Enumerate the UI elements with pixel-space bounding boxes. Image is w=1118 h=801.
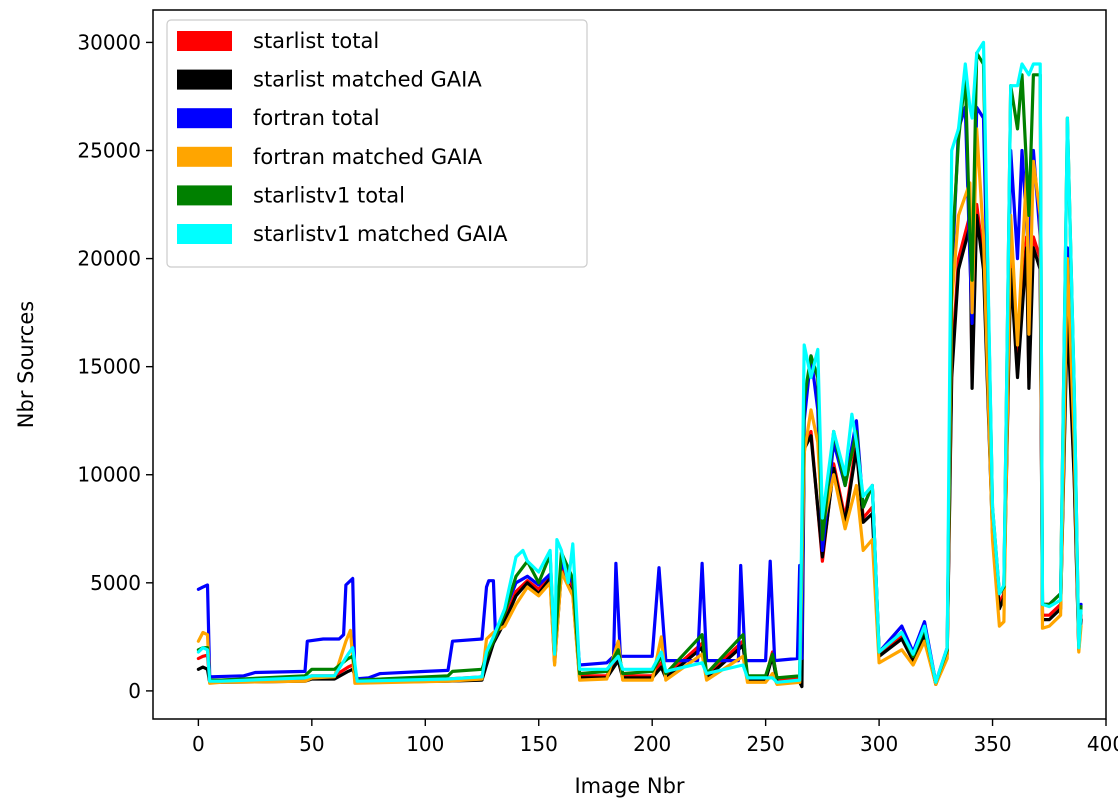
legend-swatch <box>177 224 232 244</box>
y-tick-label: 5000 <box>90 571 141 595</box>
x-tick-label: 400 <box>1087 732 1118 756</box>
y-tick-label: 10000 <box>77 463 141 487</box>
legend-swatch <box>177 108 232 129</box>
legend-swatch <box>177 146 232 167</box>
x-axis: 0 50 100 150 200 250 300 350 400 <box>192 719 1118 756</box>
legend-label: fortran matched GAIA <box>253 145 483 169</box>
legend-swatch <box>177 69 232 90</box>
y-tick-label: 20000 <box>77 247 141 271</box>
x-tick-label: 100 <box>406 732 444 756</box>
series-layer <box>196 40 1083 689</box>
x-tick-label: 250 <box>747 732 785 756</box>
legend-label: fortran total <box>253 106 380 130</box>
y-axis-label: Nbr Sources <box>14 301 38 428</box>
legend-label: starlist matched GAIA <box>253 68 482 92</box>
x-tick-label: 0 <box>192 732 205 756</box>
x-tick-label: 150 <box>520 732 558 756</box>
legend-box <box>166 19 588 268</box>
x-axis-label: Image Nbr <box>574 774 684 798</box>
series-line-5 <box>196 40 1083 684</box>
y-tick-label: 30000 <box>77 30 141 54</box>
x-tick-label: 350 <box>973 732 1011 756</box>
y-tick-label: 25000 <box>77 139 141 163</box>
legend-swatch <box>177 185 232 206</box>
x-tick-label: 50 <box>299 732 324 756</box>
legend-swatch <box>177 31 232 51</box>
y-tick-label: 0 <box>128 679 141 703</box>
legend-label: starlist total <box>253 29 379 53</box>
y-axis: 0 5000 10000 15000 20000 25000 30000 <box>77 30 153 703</box>
legend: starlist total starlist matched GAIA fortr… <box>166 19 588 268</box>
legend-label: starlistv1 matched GAIA <box>253 222 508 246</box>
y-tick-label: 15000 <box>77 355 141 379</box>
x-tick-label: 300 <box>860 732 898 756</box>
x-tick-label: 200 <box>633 732 671 756</box>
legend-label: starlistv1 total <box>253 183 405 207</box>
plot-frame <box>152 9 1107 720</box>
